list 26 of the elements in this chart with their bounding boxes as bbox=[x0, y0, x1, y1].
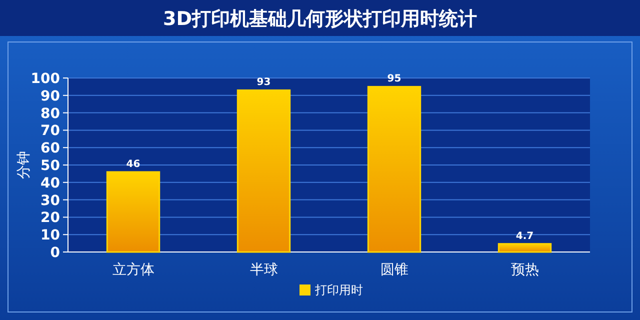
data-label: 46 bbox=[126, 158, 140, 170]
bar bbox=[106, 171, 160, 253]
x-tick-label: 半球 bbox=[250, 262, 278, 278]
legend-label: 打印用时 bbox=[314, 283, 363, 297]
data-label: 93 bbox=[256, 77, 271, 88]
bar bbox=[367, 86, 422, 253]
y-tick-label: 0 bbox=[50, 245, 60, 261]
y-tick-label: 70 bbox=[40, 123, 60, 140]
y-tick-label: 40 bbox=[40, 175, 60, 192]
bar bbox=[236, 89, 291, 253]
x-tick-label: 立方体 bbox=[112, 262, 154, 278]
chart-title: 3D打印机基础几何形状打印用时统计 bbox=[163, 8, 477, 30]
y-tick-label: 30 bbox=[40, 192, 60, 209]
y-axis-title: 分钟 bbox=[16, 151, 32, 179]
y-tick-label: 50 bbox=[40, 158, 60, 174]
data-label: 4.7 bbox=[516, 230, 534, 242]
bar bbox=[498, 243, 552, 253]
y-tick-label: 90 bbox=[40, 88, 60, 104]
x-tick-label: 圆锥 bbox=[380, 262, 408, 278]
y-tick-label: 10 bbox=[40, 228, 60, 244]
x-tick-label: 预热 bbox=[510, 262, 539, 278]
y-tick-label: 80 bbox=[40, 106, 60, 122]
data-label: 95 bbox=[387, 74, 402, 85]
y-tick-label: 100 bbox=[30, 71, 60, 87]
y-tick-label: 20 bbox=[40, 210, 60, 226]
y-tick-label: 60 bbox=[40, 140, 60, 157]
